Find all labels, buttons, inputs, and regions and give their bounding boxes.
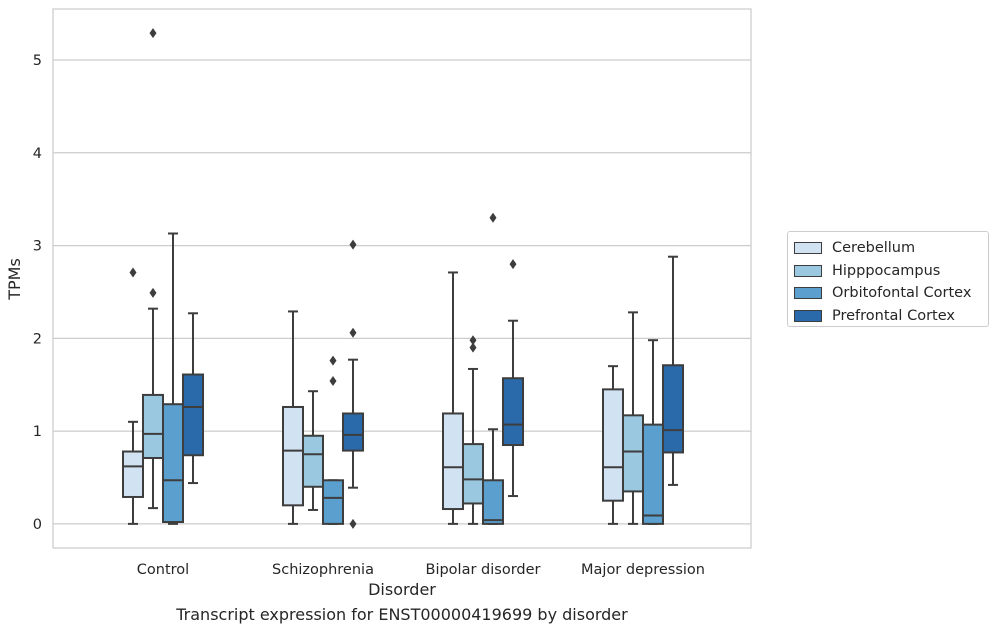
box-schizophrenia-0 (282, 310, 304, 525)
legend-item-cerebellum: Cerebellum (794, 237, 988, 260)
legend-swatch-orbitofontal-cortex (794, 287, 822, 300)
y-tick-label-0: 0 (33, 517, 42, 533)
chart-caption: Transcript expression for ENST0000041969… (176, 605, 628, 624)
outlier-point (489, 212, 497, 223)
legend-item-prefrontal-cortex: Prefrontal Cortex (794, 305, 988, 328)
x-axis-label: Disorder (368, 580, 436, 599)
x-tick-label-schizophrenia: Schizophrenia (272, 562, 374, 578)
y-tick-label-2: 2 (33, 331, 42, 347)
outlier-point (509, 259, 517, 270)
outlier-point (149, 28, 157, 39)
x-tick-label-major-depression: Major depression (581, 562, 705, 578)
box-iqr (602, 388, 624, 502)
legend-label-orbitofontal-cortex: Orbitofontal Cortex (832, 285, 972, 302)
box-control-1 (142, 28, 164, 510)
legend-item-hipppocampus: Hipppocampus (794, 260, 988, 283)
box-control-0 (122, 267, 144, 525)
series-hipppocampus (142, 28, 644, 525)
box-iqr (502, 377, 524, 447)
legend-label-hipppocampus: Hipppocampus (832, 262, 941, 279)
box-schizophrenia-3 (342, 239, 364, 529)
x-tick-label-bipolar-disorder: Bipolar disorder (426, 562, 541, 578)
box-bipolar-disorder-2 (482, 212, 504, 525)
box-iqr (142, 393, 164, 460)
box-iqr (302, 434, 324, 488)
box-schizophrenia-2 (322, 355, 344, 525)
box-major-depression-2 (642, 339, 664, 525)
series-prefrontal-cortex (182, 239, 684, 529)
box-bipolar-disorder-0 (442, 271, 464, 525)
box-iqr (342, 412, 364, 452)
outlier-point (349, 518, 357, 529)
y-tick-label-1: 1 (33, 424, 42, 440)
box-schizophrenia-1 (302, 390, 324, 511)
outlier-point (149, 287, 157, 298)
box-iqr (482, 479, 504, 525)
box-iqr (282, 405, 304, 507)
outlier-point (469, 342, 477, 353)
y-axis-label: TPMs (5, 258, 24, 301)
legend-label-cerebellum: Cerebellum (832, 240, 916, 257)
box-control-2 (162, 232, 184, 525)
box-bipolar-disorder-3 (502, 259, 524, 498)
box-iqr (442, 412, 464, 511)
box-iqr (162, 403, 184, 524)
box-major-depression-1 (622, 311, 644, 525)
legend-item-orbitofontal-cortex: Orbitofontal Cortex (794, 282, 988, 305)
legend-label-prefrontal-cortex: Prefrontal Cortex (832, 307, 955, 324)
legend-swatch-hipppocampus (794, 264, 822, 277)
x-tick-label-control: Control (137, 562, 189, 578)
box-iqr (182, 373, 204, 457)
box-iqr (122, 450, 144, 498)
box-control-3 (182, 312, 204, 485)
y-tick-label-3: 3 (33, 239, 42, 255)
box-iqr (642, 423, 664, 525)
outlier-point (349, 239, 357, 250)
box-iqr (662, 364, 684, 454)
legend-swatch-prefrontal-cortex (794, 309, 822, 322)
box-iqr (322, 479, 344, 525)
x-axis-ticks: Control Schizophrenia Bipolar disorder Majo… (137, 562, 705, 578)
plot-area-frame (52, 8, 752, 549)
outlier-point (329, 355, 337, 366)
outlier-point (329, 376, 337, 387)
box-major-depression-3 (662, 255, 684, 486)
series-orbitofontal-cortex (162, 212, 664, 525)
box-plot-series (122, 28, 684, 529)
box-iqr (462, 443, 484, 505)
outlier-point (349, 327, 357, 338)
outlier-point (129, 267, 137, 278)
outlier-point (469, 335, 477, 346)
box-iqr (622, 414, 644, 493)
legend-swatch-cerebellum (794, 242, 822, 255)
y-axis-ticks: 0 1 2 3 4 5 (33, 53, 42, 533)
box-bipolar-disorder-1 (462, 335, 484, 525)
y-tick-label-5: 5 (33, 53, 42, 69)
box-major-depression-0 (602, 365, 624, 525)
y-tick-label-4: 4 (33, 146, 42, 162)
legend: Cerebellum Hipppocampus Orbitofontal Cor… (787, 231, 989, 327)
